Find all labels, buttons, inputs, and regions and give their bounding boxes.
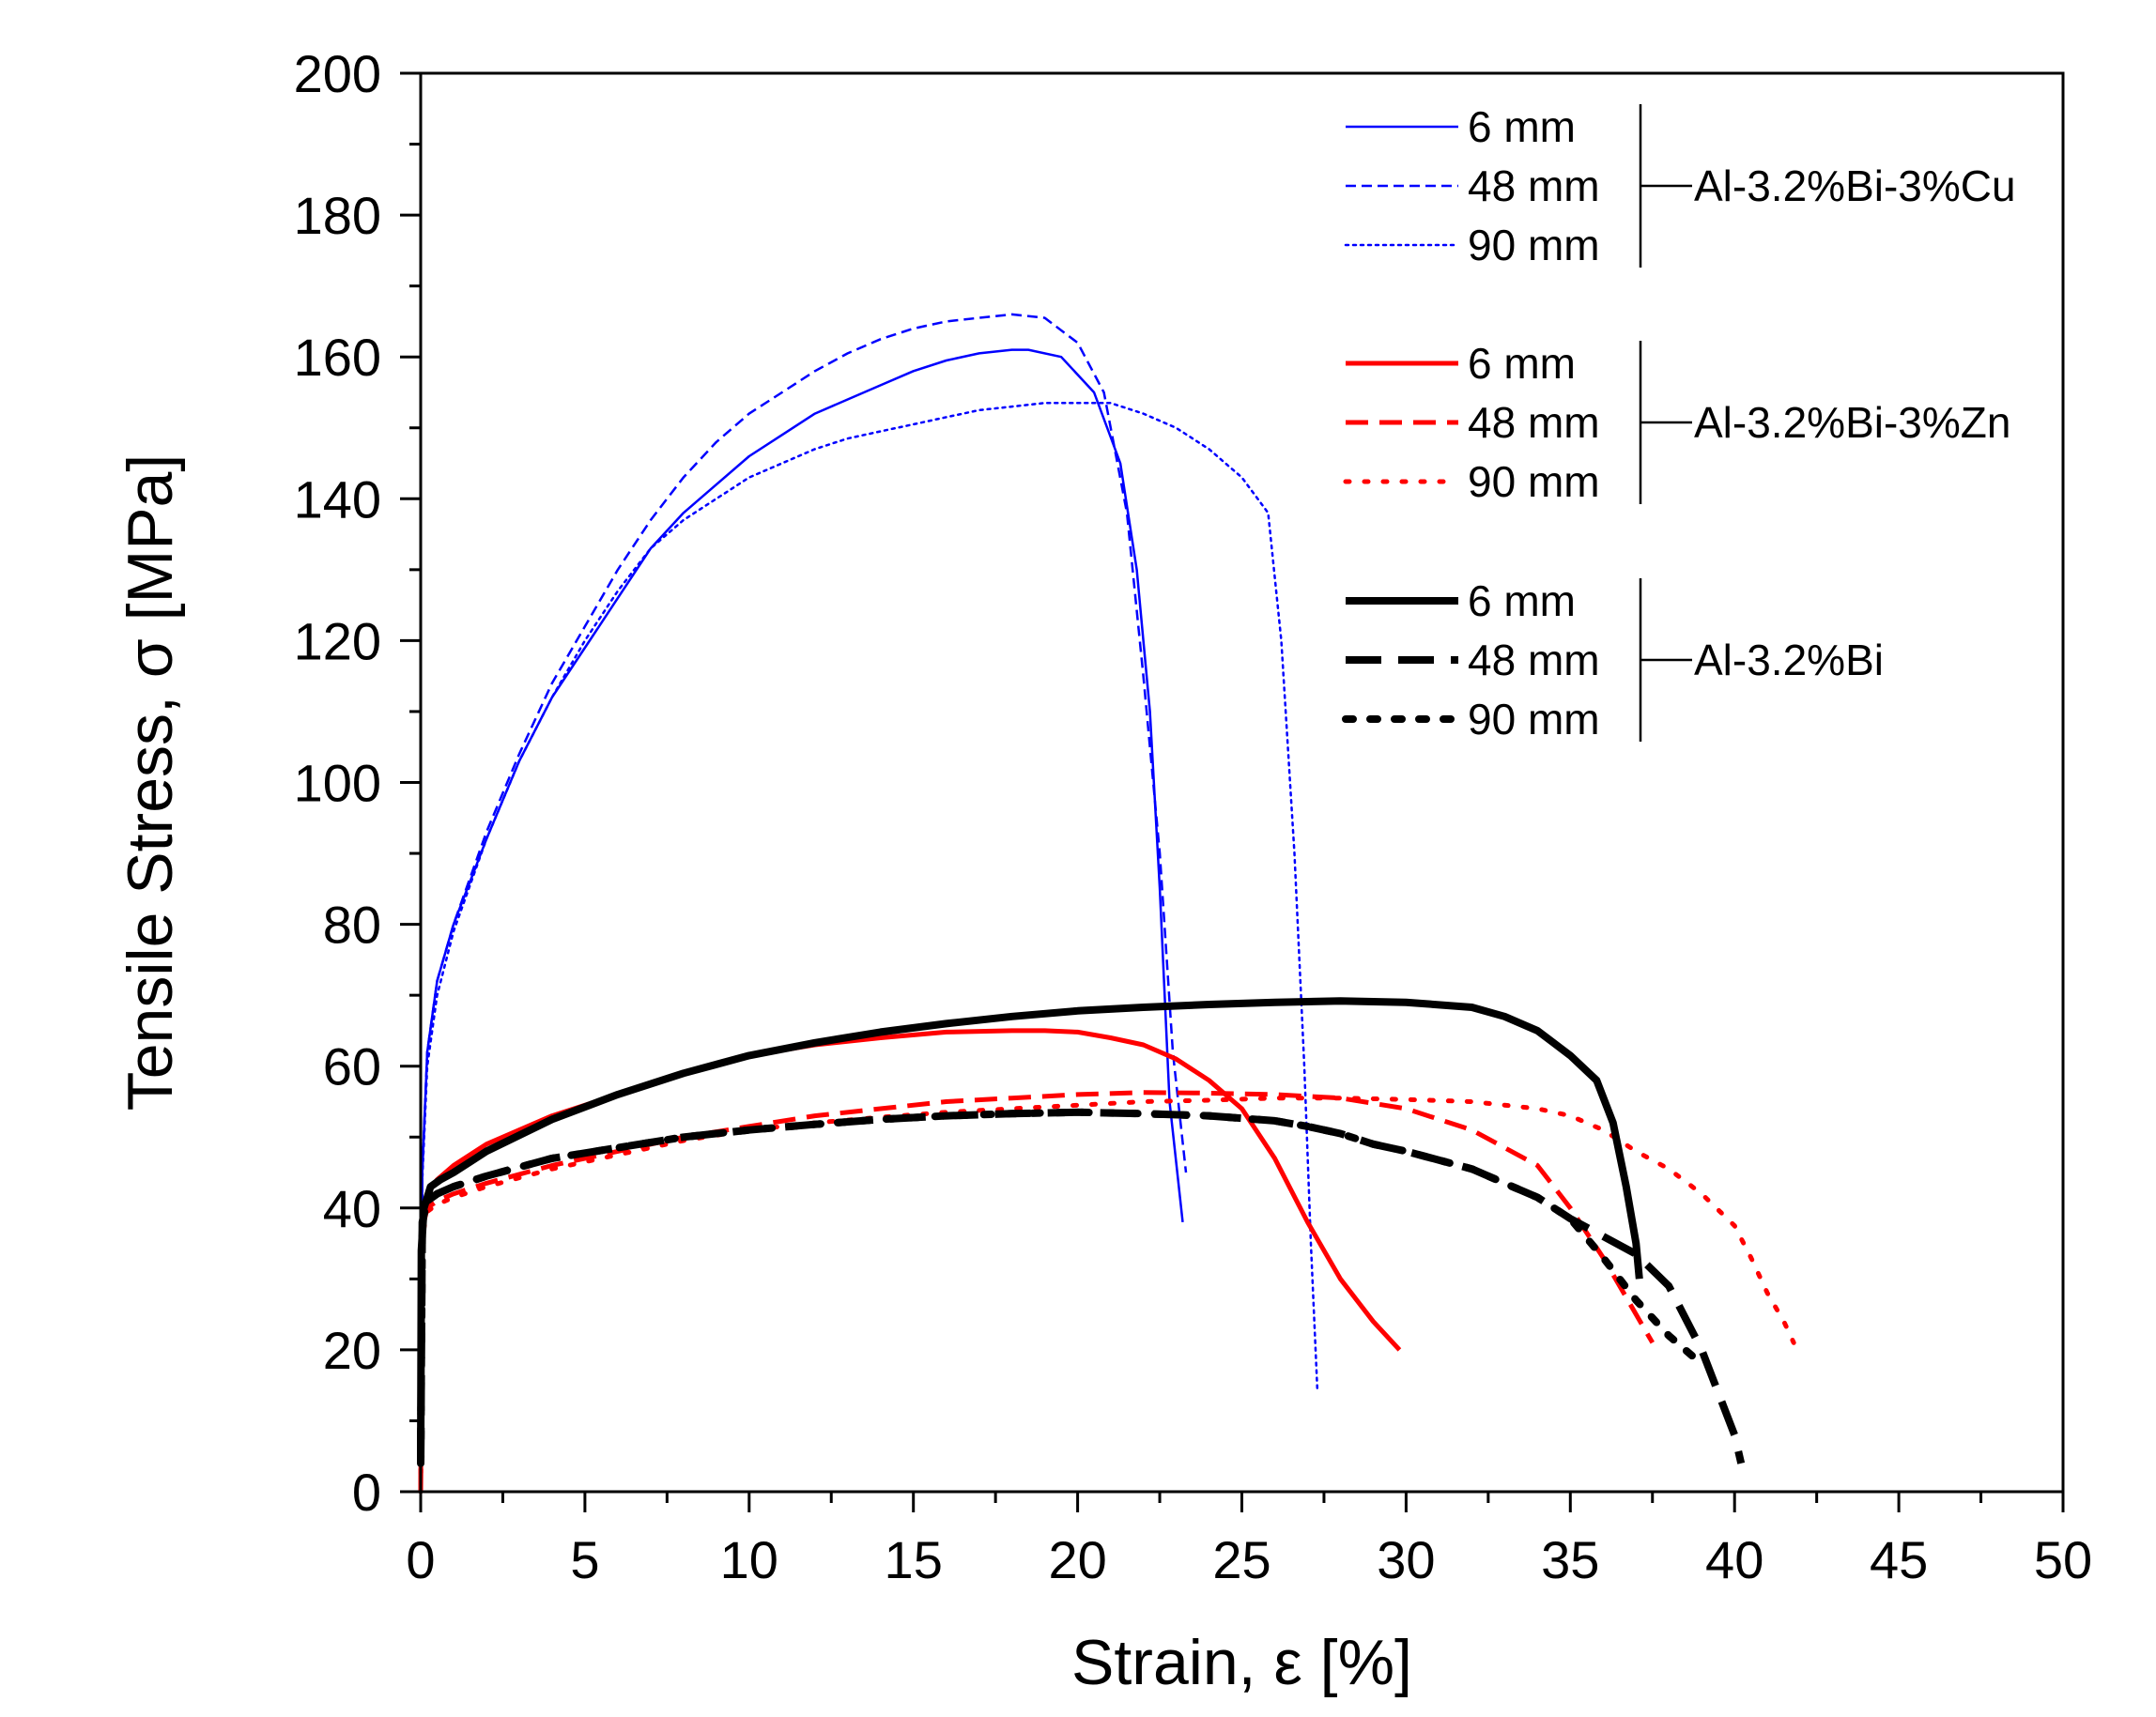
x-tick-label: 15 bbox=[885, 1530, 943, 1589]
series-line-al-3-2-bi-3-zn-90-mm bbox=[418, 1096, 1796, 1495]
y-axis-title: Tensile Stress, σ [MPa] bbox=[115, 454, 186, 1111]
legend-entry-label: 90 mm bbox=[1468, 221, 1600, 269]
y-tick-label: 160 bbox=[294, 328, 381, 387]
x-tick-label: 10 bbox=[720, 1530, 778, 1589]
legend: 6 mm 48 mm 90 mm Al-3.2%Bi-3%Cu 6 mm 48 mm 90 … bbox=[1342, 102, 2016, 744]
y-tick-label: 40 bbox=[323, 1179, 381, 1238]
legend-entry-label: 6 mm bbox=[1468, 102, 1576, 151]
axis-ticks bbox=[400, 71, 2065, 1512]
legend-entry-label: 90 mm bbox=[1468, 457, 1600, 506]
series-line-al-3-2-bi-3-zn-48-mm bbox=[418, 1090, 1655, 1493]
x-tick-label: 40 bbox=[1705, 1530, 1763, 1589]
legend-group-label: Al-3.2%Bi-3%Zn bbox=[1694, 398, 2010, 447]
y-tick-label: 120 bbox=[294, 611, 381, 670]
legend-entry-label: 48 mm bbox=[1468, 161, 1600, 210]
legend-entry-label: 90 mm bbox=[1468, 695, 1600, 744]
x-tick-label: 50 bbox=[2034, 1530, 2092, 1589]
legend-entry-label: 6 mm bbox=[1468, 339, 1576, 388]
legend-entry-label: 48 mm bbox=[1468, 398, 1600, 447]
y-tick-label: 20 bbox=[323, 1321, 381, 1380]
x-tick-label: 45 bbox=[1870, 1530, 1928, 1589]
legend-entry-label: 6 mm bbox=[1468, 576, 1576, 625]
series-layer bbox=[417, 313, 1796, 1495]
legend-entry-label: 48 mm bbox=[1468, 636, 1600, 684]
y-tick-label: 140 bbox=[294, 469, 381, 529]
y-tick-label: 0 bbox=[352, 1463, 381, 1522]
legend-group-label: Al-3.2%Bi-3%Cu bbox=[1694, 161, 2016, 210]
y-tick-label: 80 bbox=[323, 896, 381, 955]
legend-group-label: Al-3.2%Bi bbox=[1694, 636, 1884, 684]
series-line-al-3-2-bi-3-cu-90-mm bbox=[419, 402, 1319, 1494]
x-tick-label: 20 bbox=[1048, 1530, 1106, 1589]
series-line-al-3-2-bi-3-cu-48-mm bbox=[419, 313, 1188, 1493]
series-line-al-3-2-bi-90-mm bbox=[417, 1108, 1706, 1467]
x-tick-label: 25 bbox=[1212, 1530, 1270, 1589]
x-tick-label: 35 bbox=[1541, 1530, 1599, 1589]
x-tick-label: 5 bbox=[570, 1530, 599, 1589]
tick-labels: 0 5 10 15 20 25 30 35 40 45 50 0 20 40 60 80 100 120 140 16… bbox=[294, 44, 2093, 1589]
y-tick-label: 100 bbox=[294, 754, 381, 813]
x-tick-label: 0 bbox=[406, 1530, 435, 1589]
y-tick-label: 60 bbox=[323, 1037, 381, 1096]
y-tick-label: 200 bbox=[294, 44, 381, 103]
series-line-al-3-2-bi-6-mm bbox=[417, 997, 1643, 1464]
x-tick-label: 30 bbox=[1377, 1530, 1435, 1589]
series-line-al-3-2-bi-3-zn-6-mm bbox=[418, 1028, 1402, 1493]
y-tick-label: 180 bbox=[294, 186, 381, 245]
x-axis-title: Strain, ε [%] bbox=[1071, 1627, 1412, 1698]
